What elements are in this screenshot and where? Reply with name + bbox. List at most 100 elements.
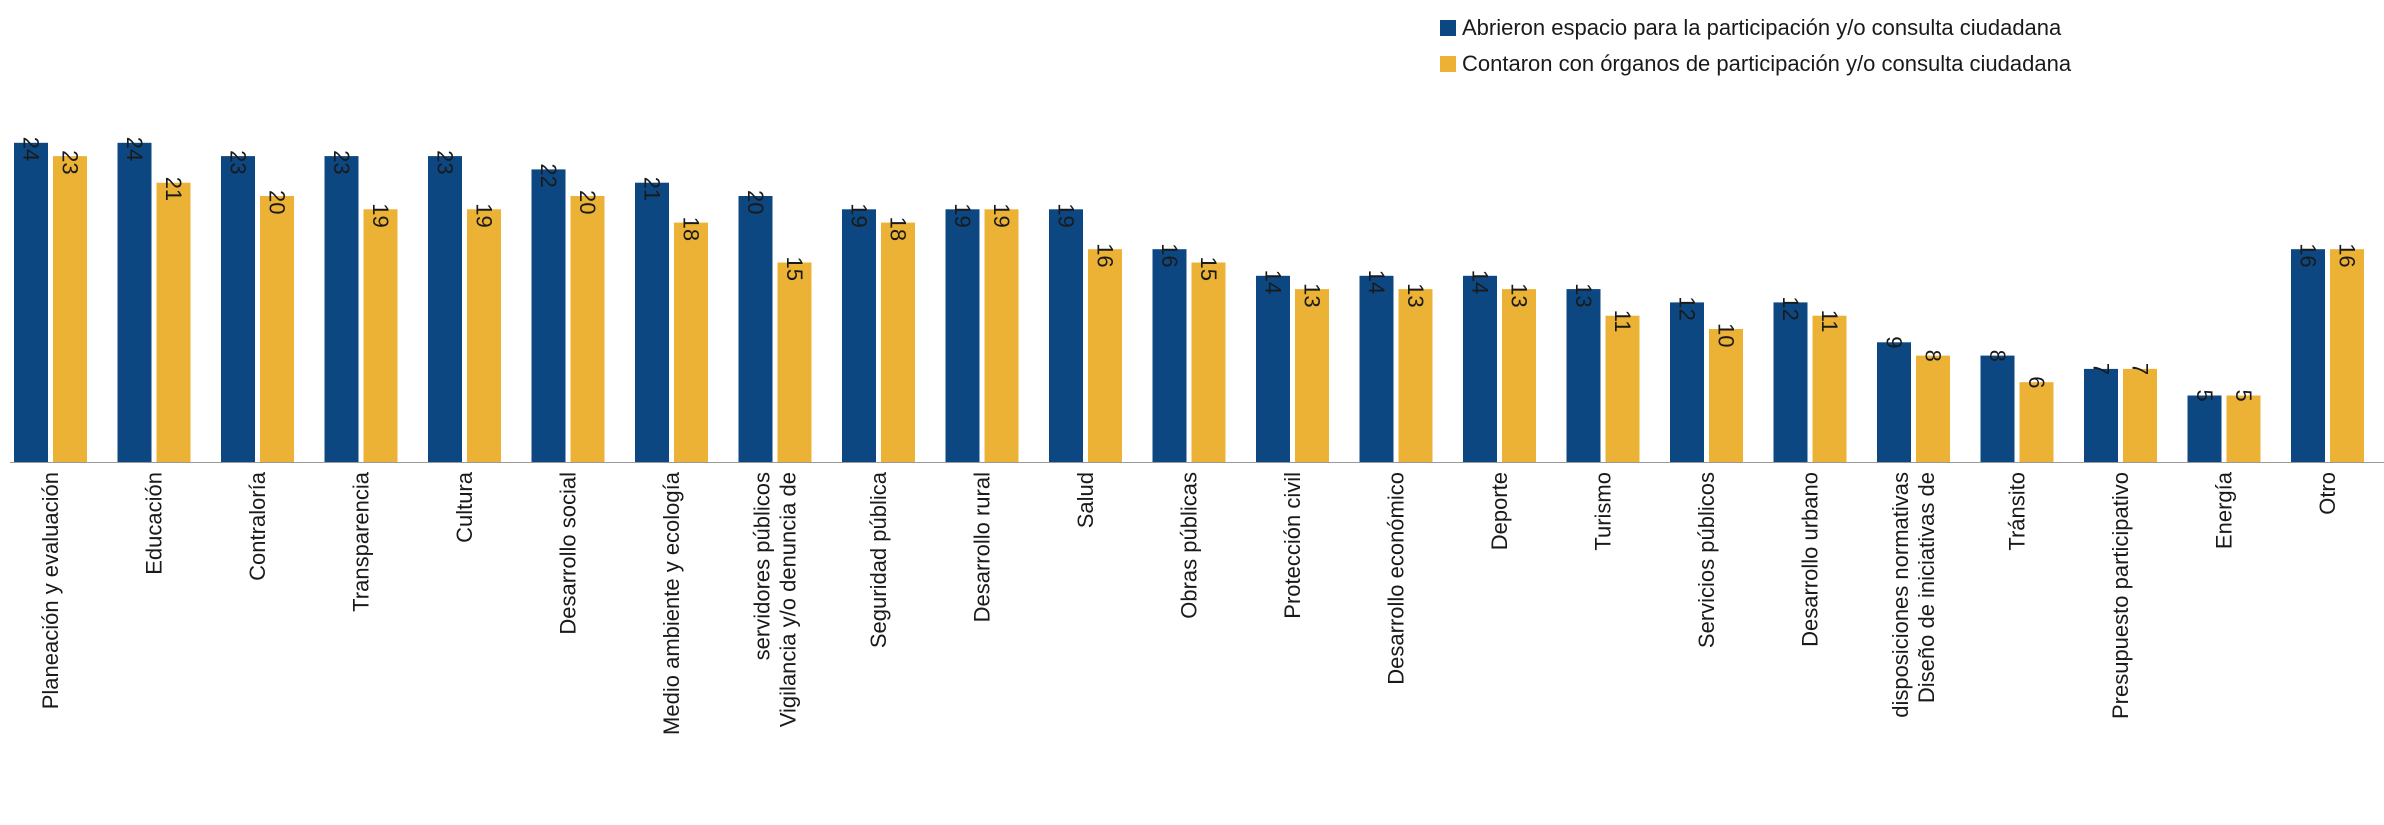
bar-series-1-cat-22 xyxy=(2187,395,2222,462)
bar-series-1-cat-18 xyxy=(1773,302,1808,462)
bar-series-2-cat-7 xyxy=(674,222,708,462)
bar-series-2-cat-13 xyxy=(1295,289,1329,462)
bar-series-1-cat-20 xyxy=(1980,355,2015,462)
category-label-12: Obras públicas xyxy=(1177,472,1202,619)
bar-series-2-cat-17 xyxy=(1709,329,1743,462)
bar-series-1-cat-12 xyxy=(1152,249,1187,462)
legend: Abrieron espacio para la participación y… xyxy=(1440,10,2071,82)
category-label-9: Seguridad pública xyxy=(866,471,891,648)
data-label-series-2-cat-18: 11 xyxy=(1817,310,1842,333)
data-label-series-2-cat-13: 13 xyxy=(1300,283,1325,307)
category-label-6: Desarrollo social xyxy=(556,472,581,635)
data-label-series-2-cat-14: 13 xyxy=(1403,283,1428,307)
category-label-8-line-1: Vigilancia y/o denuncia de xyxy=(776,472,801,727)
category-label-14: Desarrollo económico xyxy=(1384,472,1409,685)
bar-series-2-cat-19 xyxy=(1916,355,1950,462)
bar-series-1-cat-21 xyxy=(2084,368,2118,462)
category-label-15: Deporte xyxy=(1487,472,1512,550)
bar-series-2-cat-22 xyxy=(2226,395,2261,462)
category-label-19-line-1: Diseño de iniciativas de xyxy=(1914,472,1939,703)
bar-series-2-cat-8 xyxy=(777,262,812,462)
data-label-series-2-cat-22: 5 xyxy=(2231,390,2256,402)
category-label-1: Planeación y evaluación xyxy=(38,472,63,709)
bar-series-1-cat-17 xyxy=(1670,302,1704,462)
data-label-series-1-cat-2: 24 xyxy=(122,137,147,161)
bar-series-1-cat-19 xyxy=(1877,342,1911,462)
data-label-series-1-cat-22: 5 xyxy=(2192,390,2217,402)
bar-series-2-cat-9 xyxy=(881,222,915,462)
bar-series-1-cat-9 xyxy=(842,209,876,462)
data-label-series-1-cat-13: 14 xyxy=(1261,270,1286,294)
category-label-11: Salud xyxy=(1073,472,1098,528)
legend-label-series-1: Abrieron espacio para la participación y… xyxy=(1462,15,2062,40)
category-label-20: Tránsito xyxy=(2005,472,2030,551)
bar-series-1-cat-11 xyxy=(1049,209,1083,462)
data-label-series-1-cat-20: 8 xyxy=(1985,350,2010,362)
bar-series-1-cat-5 xyxy=(428,156,462,462)
bar-series-2-cat-10 xyxy=(984,209,1019,462)
data-label-series-1-cat-3: 23 xyxy=(226,150,251,174)
data-label-series-2-cat-20: 6 xyxy=(2024,376,2049,388)
bar-series-2-cat-15 xyxy=(1502,289,1536,462)
data-label-series-2-cat-15: 13 xyxy=(1507,283,1532,307)
data-label-series-2-cat-1: 23 xyxy=(58,150,83,174)
legend-swatch-series-1 xyxy=(1440,20,1456,36)
data-label-series-2-cat-17: 10 xyxy=(1714,323,1739,347)
category-label-16: Turismo xyxy=(1591,472,1616,551)
bar-series-1-cat-8 xyxy=(738,196,773,462)
data-label-series-2-cat-9: 18 xyxy=(886,217,911,241)
data-label-series-1-cat-9: 19 xyxy=(847,203,872,227)
data-label-series-2-cat-16: 11 xyxy=(1610,310,1635,333)
data-label-series-2-cat-6: 20 xyxy=(575,190,600,214)
data-label-series-1-cat-12: 16 xyxy=(1157,243,1182,267)
bar-series-2-cat-18 xyxy=(1812,315,1847,462)
data-label-series-1-cat-11: 19 xyxy=(1054,203,1079,227)
data-label-series-1-cat-19: 9 xyxy=(1882,336,1907,348)
data-label-series-2-cat-12: 15 xyxy=(1196,257,1221,281)
bar-series-1-cat-14 xyxy=(1359,275,1394,462)
category-label-18: Desarrollo urbano xyxy=(1798,472,1823,647)
data-label-series-2-cat-5: 19 xyxy=(472,203,497,227)
data-label-series-1-cat-7: 21 xyxy=(640,177,665,201)
data-label-series-2-cat-8: 15 xyxy=(782,257,807,281)
data-label-series-1-cat-8: 20 xyxy=(743,190,768,214)
bar-series-1-cat-10 xyxy=(945,209,980,462)
legend-label-series-2: Contaron con órganos de participación y/… xyxy=(1462,51,2072,76)
bar-series-2-cat-4 xyxy=(363,209,398,462)
legend-item-series-2: Contaron con órganos de participación y/… xyxy=(1440,46,2071,82)
bar-series-2-cat-23 xyxy=(2330,249,2364,462)
bar-series-1-cat-4 xyxy=(324,156,359,462)
data-label-series-1-cat-10: 19 xyxy=(950,203,975,227)
bar-series-2-cat-11 xyxy=(1088,249,1122,462)
bar-series-1-cat-23 xyxy=(2291,249,2325,462)
bar-series-2-cat-5 xyxy=(467,209,501,462)
data-label-series-1-cat-4: 23 xyxy=(329,150,354,174)
category-label-19-line-2: disposiciones normativas xyxy=(1888,472,1913,718)
category-label-23: Otro xyxy=(2315,472,2340,515)
data-label-series-1-cat-6: 22 xyxy=(536,163,561,187)
data-label-series-2-cat-2: 21 xyxy=(161,177,186,201)
legend-swatch-series-2 xyxy=(1440,56,1456,72)
bar-series-2-cat-21 xyxy=(2123,368,2157,462)
category-label-21: Presupuesto participativo xyxy=(2108,472,2133,719)
bar-series-2-cat-12 xyxy=(1191,262,1226,462)
category-label-4: Transparencia xyxy=(349,471,374,612)
data-label-series-2-cat-7: 18 xyxy=(679,217,704,241)
data-label-series-1-cat-18: 12 xyxy=(1778,296,1803,320)
data-label-series-2-cat-23: 16 xyxy=(2335,243,2360,267)
category-label-2: Educación xyxy=(142,472,167,575)
category-label-8-line-2: servidores públicos xyxy=(750,472,775,660)
bar-series-1-cat-3 xyxy=(221,156,255,462)
category-label-3: Contraloría xyxy=(245,471,270,581)
data-label-series-1-cat-17: 12 xyxy=(1675,296,1700,320)
category-label-7: Medio ambiente y ecología xyxy=(659,471,684,735)
data-label-series-2-cat-3: 20 xyxy=(265,190,290,214)
bar-series-1-cat-15 xyxy=(1463,275,1497,462)
bar-series-2-cat-20 xyxy=(2019,382,2054,462)
category-label-13: Protección civil xyxy=(1280,472,1305,619)
category-label-22: Energía xyxy=(2212,471,2237,549)
data-label-series-1-cat-1: 24 xyxy=(19,137,44,161)
bar-series-1-cat-1 xyxy=(14,142,48,463)
